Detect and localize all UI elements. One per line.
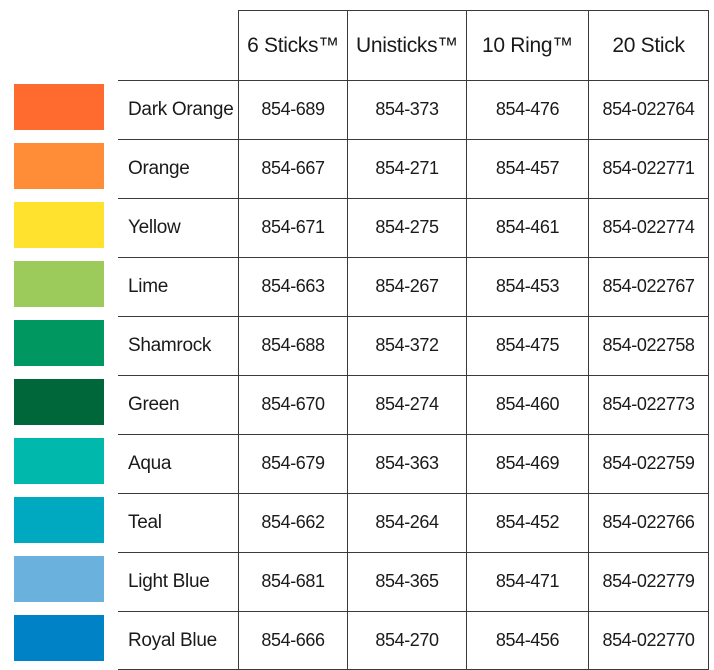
part-number-cell: 854-373	[347, 80, 466, 139]
part-number-cell: 854-022759	[588, 434, 709, 493]
row-divider	[118, 434, 709, 435]
color-swatch	[14, 438, 104, 484]
part-number-cell: 854-267	[347, 257, 466, 316]
color-name: Royal Blue	[128, 629, 217, 651]
part-number-cell: 854-471	[466, 552, 588, 611]
part-number-cells: 854-667 854-271 854-457 854-022771	[238, 139, 709, 198]
part-number-cell: 854-662	[238, 493, 347, 552]
part-number-cells: 854-681 854-365 854-471 854-022779	[238, 552, 709, 611]
part-number-cell: 854-270	[347, 611, 466, 670]
part-number-cell: 854-666	[238, 611, 347, 670]
part-number-cells: 854-666 854-270 854-456 854-022770	[238, 611, 709, 670]
part-number-cell: 854-475	[466, 316, 588, 375]
part-number-cell: 854-271	[347, 139, 466, 198]
part-number-cell: 854-264	[347, 493, 466, 552]
color-name: Green	[128, 393, 180, 415]
header-row: 6 Sticks™ Unisticks™ 10 Ring™ 20 Stick	[238, 10, 709, 80]
color-swatch	[14, 379, 104, 425]
part-number-cells: 854-671 854-275 854-461 854-022774	[238, 198, 709, 257]
color-name: Dark Orange	[128, 98, 234, 120]
table-body: Dark Orange 854-689 854-373 854-476 854-0227…	[0, 80, 714, 670]
part-number-cells: 854-663 854-267 854-453 854-022767	[238, 257, 709, 316]
table-row: Light Blue 854-681 854-365 854-471 854-02277…	[0, 552, 714, 611]
part-number-cell: 854-022767	[588, 257, 709, 316]
part-number-cell: 854-022771	[588, 139, 709, 198]
part-number-cells: 854-679 854-363 854-469 854-022759	[238, 434, 709, 493]
part-number-cells: 854-688 854-372 854-475 854-022758	[238, 316, 709, 375]
part-number-cells: 854-670 854-274 854-460 854-022773	[238, 375, 709, 434]
row-divider	[118, 257, 709, 258]
part-number-cell: 854-689	[238, 80, 347, 139]
part-number-cell: 854-679	[238, 434, 347, 493]
part-number-cell: 854-670	[238, 375, 347, 434]
row-divider	[118, 375, 709, 376]
color-name: Yellow	[128, 216, 181, 238]
table-row: Lime 854-663 854-267 854-453 854-022767	[0, 257, 714, 316]
header-20-stick: 20 Stick	[588, 10, 709, 80]
color-swatch	[14, 497, 104, 543]
header-unisticks: Unisticks™	[347, 10, 466, 80]
part-number-cell: 854-456	[466, 611, 588, 670]
row-divider	[118, 552, 709, 553]
table-row: Orange 854-667 854-271 854-457 854-022771	[0, 139, 714, 198]
row-divider	[118, 198, 709, 199]
table-row: Shamrock 854-688 854-372 854-475 854-022758	[0, 316, 714, 375]
part-number-cell: 854-663	[238, 257, 347, 316]
part-number-cell: 854-275	[347, 198, 466, 257]
color-swatch	[14, 320, 104, 366]
part-number-cell: 854-022764	[588, 80, 709, 139]
color-name: Shamrock	[128, 334, 212, 356]
table-row: Yellow 854-671 854-275 854-461 854-022774	[0, 198, 714, 257]
table-row: Green 854-670 854-274 854-460 854-022773	[0, 375, 714, 434]
header-10-ring: 10 Ring™	[466, 10, 588, 80]
part-number-cell: 854-688	[238, 316, 347, 375]
table-row: Dark Orange 854-689 854-373 854-476 854-0227…	[0, 80, 714, 139]
part-number-cell: 854-022758	[588, 316, 709, 375]
part-number-cell: 854-457	[466, 139, 588, 198]
part-number-cell: 854-667	[238, 139, 347, 198]
part-number-cell: 854-453	[466, 257, 588, 316]
color-swatch	[14, 615, 104, 661]
color-swatch	[14, 261, 104, 307]
table-row: Teal 854-662 854-264 854-452 854-022766	[0, 493, 714, 552]
color-name: Aqua	[128, 452, 172, 474]
row-divider	[118, 316, 709, 317]
part-number-cell: 854-372	[347, 316, 466, 375]
part-number-cell: 854-461	[466, 198, 588, 257]
color-swatch	[14, 556, 104, 602]
color-swatch	[14, 143, 104, 189]
table-row: Royal Blue 854-666 854-270 854-456 854-02277…	[0, 611, 714, 670]
header-6-sticks: 6 Sticks™	[238, 10, 347, 80]
part-number-cell: 854-022774	[588, 198, 709, 257]
color-name: Light Blue	[128, 570, 210, 592]
color-swatch	[14, 202, 104, 248]
part-number-cell: 854-022773	[588, 375, 709, 434]
part-number-cell: 854-452	[466, 493, 588, 552]
color-name: Lime	[128, 275, 168, 297]
part-number-cell: 854-365	[347, 552, 466, 611]
color-swatch	[14, 84, 104, 130]
part-number-cell: 854-022779	[588, 552, 709, 611]
part-number-cell: 854-681	[238, 552, 347, 611]
part-number-cell: 854-363	[347, 434, 466, 493]
part-number-cell: 854-274	[347, 375, 466, 434]
part-number-cells: 854-689 854-373 854-476 854-022764	[238, 80, 709, 139]
part-number-cell: 854-022766	[588, 493, 709, 552]
table-row: Aqua 854-679 854-363 854-469 854-022759	[0, 434, 714, 493]
part-number-cell: 854-671	[238, 198, 347, 257]
part-number-cells: 854-662 854-264 854-452 854-022766	[238, 493, 709, 552]
color-name: Teal	[128, 511, 162, 533]
part-number-cell: 854-460	[466, 375, 588, 434]
row-divider	[118, 611, 709, 612]
color-name: Orange	[128, 157, 190, 179]
part-number-cell: 854-469	[466, 434, 588, 493]
row-divider	[118, 139, 709, 140]
row-divider	[118, 493, 709, 494]
row-divider	[118, 80, 709, 81]
part-number-cell: 854-476	[466, 80, 588, 139]
part-number-cell: 854-022770	[588, 611, 709, 670]
